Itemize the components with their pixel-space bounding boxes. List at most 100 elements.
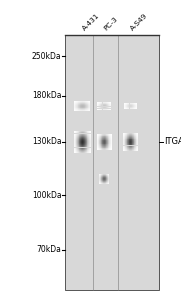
Bar: [133, 138, 134, 139]
Bar: [131, 139, 132, 140]
Bar: [129, 138, 130, 139]
Bar: [76, 108, 77, 109]
Bar: [76, 140, 77, 141]
Bar: [131, 146, 132, 147]
Bar: [108, 140, 109, 141]
Bar: [85, 110, 86, 111]
Bar: [80, 108, 81, 109]
Bar: [82, 104, 83, 105]
Bar: [89, 143, 90, 144]
Bar: [123, 146, 124, 147]
Bar: [136, 142, 137, 143]
Bar: [134, 109, 135, 110]
Bar: [98, 104, 99, 105]
Bar: [83, 101, 84, 102]
Bar: [81, 104, 82, 105]
Bar: [110, 136, 111, 137]
Bar: [129, 143, 130, 144]
Bar: [74, 108, 75, 109]
Bar: [136, 140, 137, 141]
Bar: [134, 143, 135, 144]
Bar: [87, 135, 88, 136]
Bar: [127, 107, 128, 108]
Bar: [124, 137, 125, 138]
Bar: [81, 134, 82, 135]
Bar: [109, 109, 110, 110]
Bar: [85, 106, 86, 107]
Bar: [89, 144, 90, 145]
Bar: [107, 105, 108, 106]
Bar: [136, 133, 137, 134]
Bar: [101, 146, 102, 147]
Bar: [84, 103, 85, 104]
Bar: [126, 135, 127, 136]
Bar: [126, 104, 127, 105]
Bar: [79, 138, 80, 139]
Bar: [108, 178, 109, 179]
Bar: [81, 106, 82, 107]
Bar: [79, 146, 80, 148]
Bar: [129, 134, 130, 135]
Bar: [84, 139, 85, 140]
Bar: [109, 143, 110, 144]
Bar: [99, 177, 100, 178]
Bar: [106, 182, 107, 183]
Bar: [79, 137, 80, 138]
Bar: [86, 150, 87, 151]
Bar: [107, 175, 108, 176]
Bar: [75, 139, 76, 140]
Bar: [136, 149, 137, 150]
Bar: [107, 104, 108, 105]
Bar: [134, 149, 135, 150]
Bar: [107, 174, 108, 175]
Bar: [83, 105, 84, 106]
Bar: [101, 140, 102, 141]
Bar: [103, 176, 104, 177]
Bar: [106, 141, 107, 142]
Bar: [111, 149, 112, 150]
Bar: [88, 146, 89, 148]
Bar: [88, 152, 89, 153]
Bar: [124, 105, 125, 106]
Bar: [74, 136, 75, 137]
Bar: [134, 103, 135, 104]
Bar: [103, 175, 104, 176]
Bar: [107, 178, 108, 179]
Bar: [134, 105, 135, 106]
Bar: [99, 174, 100, 175]
Bar: [129, 137, 130, 138]
Bar: [111, 144, 112, 145]
Bar: [82, 151, 83, 152]
Bar: [103, 107, 104, 108]
Bar: [75, 101, 76, 102]
Bar: [103, 102, 104, 103]
Bar: [98, 143, 99, 144]
Bar: [86, 102, 87, 103]
Bar: [76, 135, 77, 136]
Bar: [123, 136, 124, 137]
Bar: [78, 107, 79, 108]
Bar: [76, 101, 77, 102]
Bar: [77, 107, 78, 108]
Bar: [87, 136, 88, 137]
Bar: [99, 138, 100, 139]
Bar: [132, 103, 133, 104]
Bar: [87, 107, 88, 108]
Bar: [109, 103, 110, 104]
Bar: [87, 151, 88, 152]
Bar: [100, 175, 101, 176]
Bar: [125, 103, 126, 104]
Bar: [103, 106, 104, 107]
Bar: [109, 146, 110, 147]
Bar: [123, 142, 124, 143]
Bar: [124, 149, 125, 150]
Bar: [102, 149, 103, 150]
Bar: [99, 142, 100, 143]
Bar: [98, 141, 99, 142]
Bar: [135, 147, 136, 148]
Bar: [110, 146, 111, 147]
Bar: [78, 106, 79, 107]
Bar: [78, 151, 79, 152]
Bar: [85, 142, 86, 143]
Bar: [109, 138, 110, 139]
